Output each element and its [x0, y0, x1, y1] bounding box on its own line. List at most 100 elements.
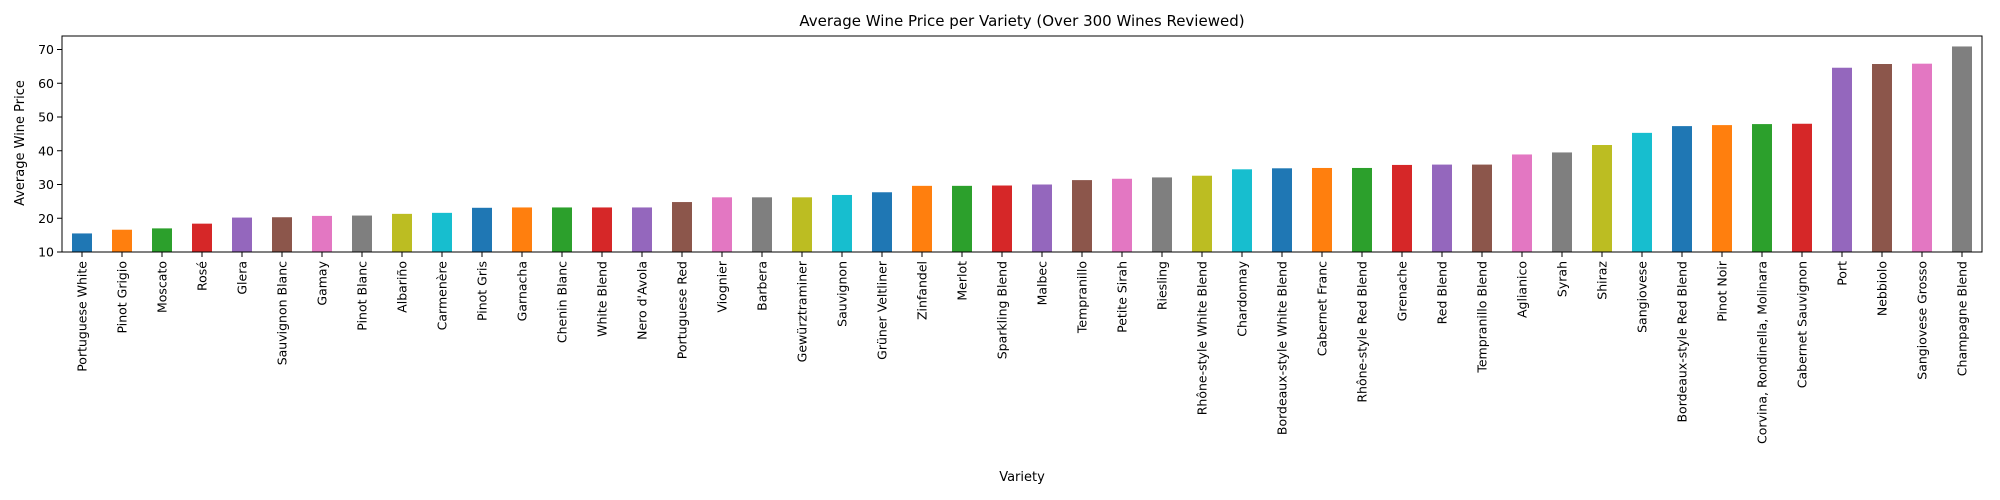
x-tick-label: Merlot: [955, 261, 970, 301]
x-tick-label: Viognier: [715, 260, 730, 312]
x-tick-label: Sparkling Blend: [995, 261, 1010, 359]
x-tick-label: Carmenère: [435, 261, 450, 331]
bar: [1632, 132, 1652, 252]
bar: [1032, 184, 1052, 252]
bar: [552, 207, 572, 252]
bar: [192, 223, 212, 252]
x-tick-label: Tempranillo: [1075, 261, 1090, 334]
bar: [112, 229, 132, 252]
x-tick-label: Barbera: [755, 261, 770, 311]
x-tick-label: Champagne Blend: [1955, 261, 1970, 376]
x-tick-label: Garnacha: [515, 261, 530, 321]
bar: [392, 213, 412, 252]
x-tick-label: Nebbiolo: [1875, 261, 1890, 316]
y-tick-label: 10: [38, 245, 54, 260]
bar: [1392, 164, 1412, 252]
bar: [792, 197, 812, 252]
bar: [1352, 167, 1372, 252]
x-tick-label: Pinot Grigio: [115, 261, 130, 334]
bar: [752, 197, 772, 252]
x-tick-label: Glera: [235, 261, 250, 295]
x-tick-label: Cabernet Franc: [1315, 261, 1330, 356]
x-tick-label: Syrah: [1555, 261, 1570, 297]
bar: [1272, 168, 1292, 252]
x-tick-label: Moscato: [155, 261, 170, 313]
chart-title: Average Wine Price per Variety (Over 300…: [799, 12, 1244, 30]
bar: [592, 207, 612, 252]
bar: [512, 207, 532, 252]
x-tick-label: Bordeaux-style White Blend: [1275, 261, 1290, 435]
x-tick-label: Riesling: [1155, 261, 1170, 310]
plot-area: 10 20 30 40 50 60 70 Portuguese White Pinot Grig…: [38, 35, 1983, 444]
x-tick-label: Sauvignon Blanc: [275, 261, 290, 365]
x-tick-label: Nero d'Avola: [635, 261, 650, 340]
bar: [152, 228, 172, 253]
x-tick-label: Rhône-style Red Blend: [1355, 261, 1370, 403]
bar: [632, 207, 652, 252]
x-tick-label: Zinfandel: [915, 261, 930, 320]
x-tick-label: White Blend: [595, 261, 610, 337]
bar: [992, 185, 1012, 252]
bar: [432, 212, 452, 252]
bar: [232, 217, 252, 252]
x-tick-label: Cabernet Sauvignon: [1795, 261, 1810, 388]
x-tick-label: Portuguese White: [75, 261, 90, 372]
x-tick-label: Malbec: [1035, 261, 1050, 306]
x-tick-label: Bordeaux-style Red Blend: [1675, 261, 1690, 423]
bar: [712, 197, 732, 252]
bar: [832, 194, 852, 252]
bar: [1592, 145, 1612, 252]
bar: [872, 192, 892, 252]
bar: [1472, 164, 1492, 252]
x-tick-label: Pinot Blanc: [355, 261, 370, 331]
bar: [1112, 178, 1132, 252]
x-tick-label: Aglianico: [1515, 261, 1530, 318]
bar: [1752, 124, 1772, 252]
bar: [72, 233, 92, 252]
bar: [1872, 64, 1892, 252]
x-tick-label: Corvina, Rondinella, Molinara: [1755, 261, 1770, 444]
y-tick-label: 20: [38, 211, 54, 226]
bar: [1672, 126, 1692, 252]
bar: [1512, 154, 1532, 252]
bar: [1232, 169, 1252, 252]
y-tick-label: 40: [38, 143, 54, 158]
bar: [672, 202, 692, 252]
y-axis-label: Average Wine Price: [13, 80, 28, 206]
bar: [472, 207, 492, 252]
x-tick-label: Petite Sirah: [1115, 261, 1130, 333]
bar: [1152, 177, 1172, 252]
x-tick-label: Chardonnay: [1235, 260, 1250, 336]
y-tick-label: 50: [38, 110, 54, 125]
y-tick-label: 70: [38, 42, 54, 57]
x-tick-label: Sangiovese Grosso: [1915, 261, 1930, 380]
x-tick-label: Port: [1835, 261, 1850, 286]
bar: [1712, 125, 1732, 252]
x-axis-label: Variety: [999, 470, 1045, 485]
x-tick-label: Gamay: [315, 260, 330, 305]
x-tick-label: Tempranillo Blend: [1475, 261, 1490, 374]
x-tick-label: Gewürztraminer: [795, 260, 810, 362]
x-tick-label: Pinot Noir: [1715, 260, 1730, 322]
x-tick-label: Red Blend: [1435, 261, 1450, 324]
x-tick-label: Sauvignon: [835, 261, 850, 327]
y-tick-label: 30: [38, 177, 54, 192]
x-tick-label: Chenin Blanc: [555, 261, 570, 343]
x-tick-label: Sangiovese: [1635, 261, 1650, 333]
x-tick-label: Shiraz: [1595, 261, 1610, 300]
bar: [312, 215, 332, 252]
y-tick-label: 60: [38, 76, 54, 91]
x-tick-label: Rhône-style White Blend: [1195, 261, 1210, 415]
x-tick-label: Rosé: [195, 261, 210, 291]
plot-frame: [61, 35, 1983, 253]
bar: [1432, 164, 1452, 252]
bar: [1792, 123, 1812, 252]
x-tick-label: Pinot Gris: [475, 261, 490, 321]
bar: [272, 217, 292, 252]
bar: [1192, 175, 1212, 252]
x-tick-label: Grüner Veltliner: [875, 260, 890, 360]
bar: [1312, 167, 1332, 252]
bar: [1832, 67, 1852, 252]
bar: [1912, 63, 1932, 253]
